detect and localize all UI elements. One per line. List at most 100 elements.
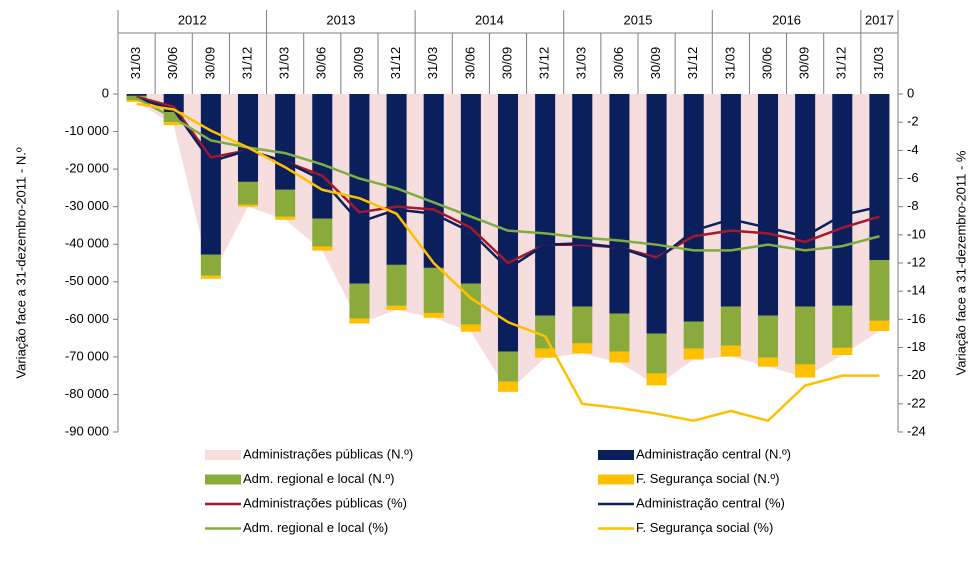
y-tick-label: -70 000	[65, 348, 109, 363]
y-tick-label: -60 000	[65, 311, 109, 326]
x-tick-label: 30/06	[165, 47, 180, 80]
bar	[535, 348, 556, 358]
legend-swatch	[598, 450, 634, 460]
bar	[200, 275, 221, 279]
legend-label: F. Segurança social (N.º)	[636, 471, 779, 486]
bar	[349, 94, 370, 284]
bar	[237, 204, 259, 207]
x-tick-label: 31/03	[277, 47, 292, 80]
bar	[609, 94, 630, 314]
bar	[497, 94, 519, 352]
bar	[460, 324, 481, 332]
x-tick-label: 31/12	[239, 47, 254, 80]
x-tick-label: 30/06	[611, 47, 626, 80]
y-tick-label: -40 000	[65, 236, 109, 251]
bar	[572, 94, 593, 307]
legend-swatch	[205, 474, 241, 485]
legend-label: Administrações públicas (N.º)	[243, 446, 413, 461]
y2-tick-label: -10	[907, 226, 926, 241]
y2-tick-label: -16	[907, 311, 926, 326]
legend-label: Adm. regional e local (%)	[243, 520, 388, 535]
y2-tick-label: -20	[907, 367, 926, 382]
bar	[720, 94, 741, 307]
bar	[423, 94, 444, 268]
bar	[386, 264, 407, 306]
bar	[275, 94, 296, 190]
bar	[163, 122, 184, 126]
x-tick-label: 31/03	[128, 47, 143, 80]
bar	[720, 306, 741, 346]
y2-axis-title: Variação face a 31-dezembro-2011 - %	[953, 150, 968, 375]
x-tick-label: 30/09	[797, 47, 812, 80]
bar	[869, 259, 890, 321]
x-tick-label: 31/12	[685, 47, 700, 80]
legend-label: Administrações públicas (%)	[243, 495, 407, 510]
bar	[609, 313, 630, 352]
bar	[683, 94, 704, 322]
y2-tick-label: -12	[907, 254, 926, 269]
bar	[683, 321, 704, 349]
bar	[497, 351, 519, 382]
bar	[832, 94, 853, 306]
x-tick-label: 30/09	[351, 47, 366, 80]
y2-tick-label: -18	[907, 339, 926, 354]
y-axis-title: Variação face a 31-dezembro-2011 - N.º	[13, 147, 28, 378]
year-label: 2014	[475, 12, 504, 27]
bar	[646, 94, 667, 334]
bar	[312, 246, 333, 251]
bar	[312, 218, 333, 247]
bar	[869, 320, 890, 331]
y2-tick-label: 0	[907, 85, 914, 100]
bar	[423, 312, 444, 318]
y-tick-label: -10 000	[65, 123, 109, 138]
bar	[609, 351, 630, 363]
bar	[312, 94, 333, 219]
x-tick-label: 31/03	[722, 47, 737, 80]
bar	[832, 305, 853, 348]
x-tick-label: 31/12	[537, 47, 552, 80]
bar	[795, 364, 816, 378]
legend-swatch	[598, 474, 634, 485]
bar	[535, 94, 556, 316]
bar	[126, 94, 147, 96]
bar	[497, 381, 519, 392]
bar	[200, 254, 221, 276]
line	[135, 97, 880, 252]
bar	[646, 373, 667, 386]
x-tick-label: 30/09	[499, 47, 514, 80]
y-tick-label: 0	[102, 85, 109, 100]
y2-tick-label: -6	[907, 170, 919, 185]
y-tick-label: -80 000	[65, 386, 109, 401]
y-tick-label: -50 000	[65, 273, 109, 288]
x-tick-label: 31/12	[388, 47, 403, 80]
y2-tick-label: -24	[907, 423, 926, 438]
x-tick-label: 30/06	[759, 47, 774, 80]
bar	[535, 315, 556, 349]
bar	[795, 306, 816, 365]
y-tick-label: -30 000	[65, 198, 109, 213]
legend-label: F. Segurança social (%)	[636, 520, 773, 535]
bar	[275, 189, 296, 217]
legend-label: Adm. regional e local (N.º)	[243, 471, 394, 486]
legend-swatch	[205, 450, 241, 460]
bar	[237, 94, 259, 182]
bar	[275, 216, 296, 220]
x-tick-label: 30/06	[314, 47, 329, 80]
year-label: 2012	[178, 12, 207, 27]
bar	[646, 333, 667, 374]
bar	[126, 100, 147, 102]
bar	[795, 94, 816, 307]
line	[136, 102, 880, 423]
y2-tick-label: -22	[907, 395, 926, 410]
x-tick-label: 30/09	[202, 47, 217, 80]
y-tick-label: -90 000	[65, 423, 109, 438]
bar	[423, 267, 444, 313]
bar	[200, 94, 221, 255]
y2-tick-label: -8	[907, 198, 919, 213]
y2-tick-label: -14	[907, 283, 926, 298]
bar	[349, 283, 370, 319]
bar	[572, 343, 593, 354]
year-label: 2017	[865, 12, 894, 27]
y2-tick-label: -2	[907, 114, 919, 129]
x-tick-label: 30/09	[648, 47, 663, 80]
